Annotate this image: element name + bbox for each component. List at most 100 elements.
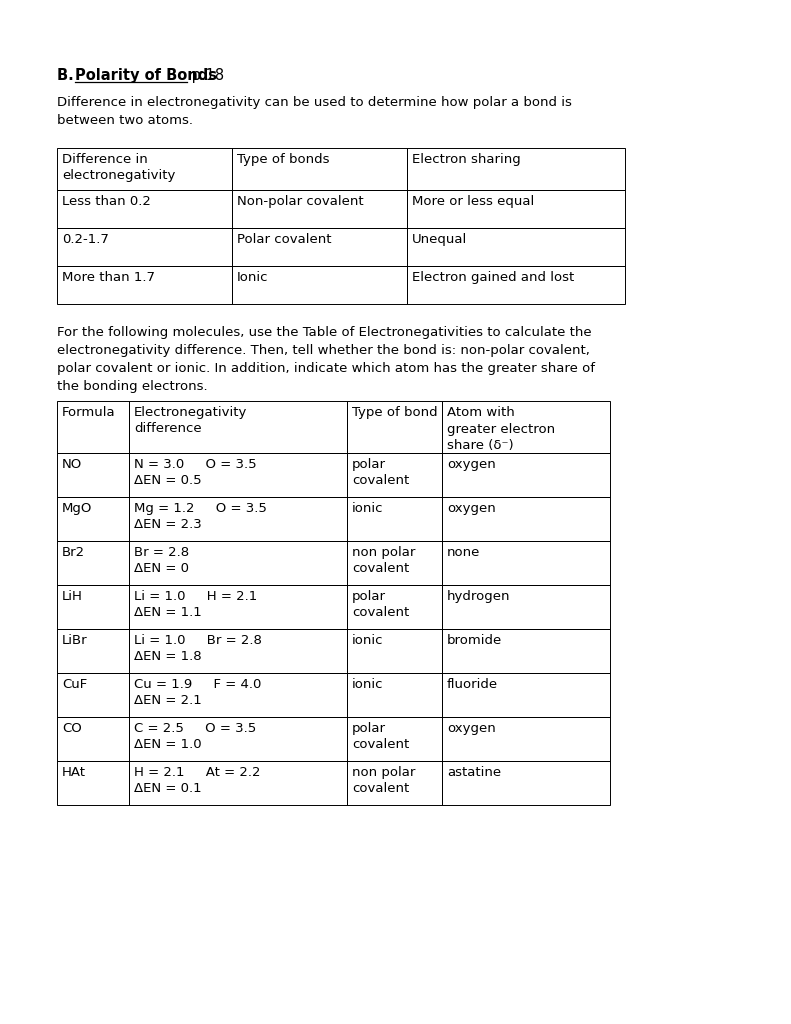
Bar — [232, 190, 407, 228]
Text: polar
covalent: polar covalent — [352, 458, 409, 487]
Bar — [347, 541, 442, 585]
Bar — [129, 585, 347, 629]
Text: Polar covalent: Polar covalent — [237, 233, 331, 246]
Bar — [129, 541, 347, 585]
Text: Cu = 1.9     F = 4.0
ΔEN = 2.1: Cu = 1.9 F = 4.0 ΔEN = 2.1 — [134, 678, 261, 708]
Text: Non-polar covalent: Non-polar covalent — [237, 195, 364, 208]
Bar — [442, 717, 610, 761]
Text: Ionic: Ionic — [237, 271, 268, 284]
Text: fluoride: fluoride — [447, 678, 498, 691]
Bar — [57, 497, 129, 541]
Text: Br = 2.8
ΔEN = 0: Br = 2.8 ΔEN = 0 — [134, 546, 189, 575]
Text: astatine: astatine — [447, 766, 501, 779]
Text: polar
covalent: polar covalent — [352, 722, 409, 752]
Bar — [57, 717, 129, 761]
Text: Polarity of Bonds: Polarity of Bonds — [75, 68, 217, 83]
Text: CO: CO — [62, 722, 81, 735]
Bar — [129, 497, 347, 541]
Bar — [57, 673, 129, 717]
Bar — [442, 673, 610, 717]
Text: p.18: p.18 — [187, 68, 224, 83]
Bar — [232, 266, 407, 304]
Text: 0.2-1.7: 0.2-1.7 — [62, 233, 109, 246]
Bar — [57, 148, 232, 190]
Bar — [442, 401, 610, 453]
Text: hydrogen: hydrogen — [447, 590, 510, 603]
Text: ionic: ionic — [352, 634, 384, 647]
Bar — [347, 673, 442, 717]
Text: LiH: LiH — [62, 590, 83, 603]
Text: bromide: bromide — [447, 634, 502, 647]
Text: Difference in electronegativity can be used to determine how polar a bond is
bet: Difference in electronegativity can be u… — [57, 96, 572, 127]
Bar — [57, 190, 232, 228]
Text: Li = 1.0     Br = 2.8
ΔEN = 1.8: Li = 1.0 Br = 2.8 ΔEN = 1.8 — [134, 634, 262, 664]
Text: Unequal: Unequal — [412, 233, 467, 246]
Bar — [129, 453, 347, 497]
Text: oxygen: oxygen — [447, 502, 496, 515]
Text: More or less equal: More or less equal — [412, 195, 534, 208]
Text: non polar
covalent: non polar covalent — [352, 766, 415, 796]
Bar — [129, 761, 347, 805]
Bar — [57, 629, 129, 673]
Text: Type of bond: Type of bond — [352, 406, 437, 419]
Text: Br2: Br2 — [62, 546, 85, 559]
Text: Electronegativity
difference: Electronegativity difference — [134, 406, 248, 435]
Text: Li = 1.0     H = 2.1
ΔEN = 1.1: Li = 1.0 H = 2.1 ΔEN = 1.1 — [134, 590, 257, 620]
Text: For the following molecules, use the Table of Electronegativities to calculate t: For the following molecules, use the Tab… — [57, 326, 595, 393]
Bar — [347, 761, 442, 805]
Bar — [57, 453, 129, 497]
Bar — [442, 585, 610, 629]
Text: Less than 0.2: Less than 0.2 — [62, 195, 151, 208]
Bar — [129, 401, 347, 453]
Text: Type of bonds: Type of bonds — [237, 153, 330, 166]
Bar — [347, 585, 442, 629]
Text: non polar
covalent: non polar covalent — [352, 546, 415, 575]
Text: N = 3.0     O = 3.5
ΔEN = 0.5: N = 3.0 O = 3.5 ΔEN = 0.5 — [134, 458, 256, 487]
Text: oxygen: oxygen — [447, 722, 496, 735]
Bar — [347, 401, 442, 453]
Bar — [232, 228, 407, 266]
Bar — [442, 761, 610, 805]
Text: Atom with
greater electron
share (δ⁻): Atom with greater electron share (δ⁻) — [447, 406, 555, 452]
Bar — [347, 629, 442, 673]
Text: polar
covalent: polar covalent — [352, 590, 409, 620]
Text: ionic: ionic — [352, 502, 384, 515]
Bar — [57, 541, 129, 585]
Bar — [57, 266, 232, 304]
Bar — [442, 453, 610, 497]
Text: Mg = 1.2     O = 3.5
ΔEN = 2.3: Mg = 1.2 O = 3.5 ΔEN = 2.3 — [134, 502, 267, 531]
Bar — [442, 497, 610, 541]
Bar — [232, 148, 407, 190]
Bar — [407, 266, 625, 304]
Bar — [347, 453, 442, 497]
Bar — [57, 761, 129, 805]
Bar — [57, 228, 232, 266]
Text: More than 1.7: More than 1.7 — [62, 271, 155, 284]
Bar — [129, 629, 347, 673]
Text: Electron sharing: Electron sharing — [412, 153, 520, 166]
Text: NO: NO — [62, 458, 82, 471]
Text: none: none — [447, 546, 480, 559]
Text: MgO: MgO — [62, 502, 93, 515]
Bar — [57, 401, 129, 453]
Bar — [129, 673, 347, 717]
Text: C = 2.5     O = 3.5
ΔEN = 1.0: C = 2.5 O = 3.5 ΔEN = 1.0 — [134, 722, 256, 752]
Bar — [407, 190, 625, 228]
Text: Electron gained and lost: Electron gained and lost — [412, 271, 574, 284]
Text: HAt: HAt — [62, 766, 86, 779]
Bar — [129, 717, 347, 761]
Text: LiBr: LiBr — [62, 634, 88, 647]
Text: H = 2.1     At = 2.2
ΔEN = 0.1: H = 2.1 At = 2.2 ΔEN = 0.1 — [134, 766, 260, 796]
Bar — [347, 717, 442, 761]
Text: Difference in
electronegativity: Difference in electronegativity — [62, 153, 176, 182]
Text: CuF: CuF — [62, 678, 87, 691]
Bar — [442, 541, 610, 585]
Bar — [347, 497, 442, 541]
Text: Formula: Formula — [62, 406, 115, 419]
Text: B.: B. — [57, 68, 79, 83]
Bar — [407, 228, 625, 266]
Text: ionic: ionic — [352, 678, 384, 691]
Bar — [442, 629, 610, 673]
Bar — [407, 148, 625, 190]
Text: oxygen: oxygen — [447, 458, 496, 471]
